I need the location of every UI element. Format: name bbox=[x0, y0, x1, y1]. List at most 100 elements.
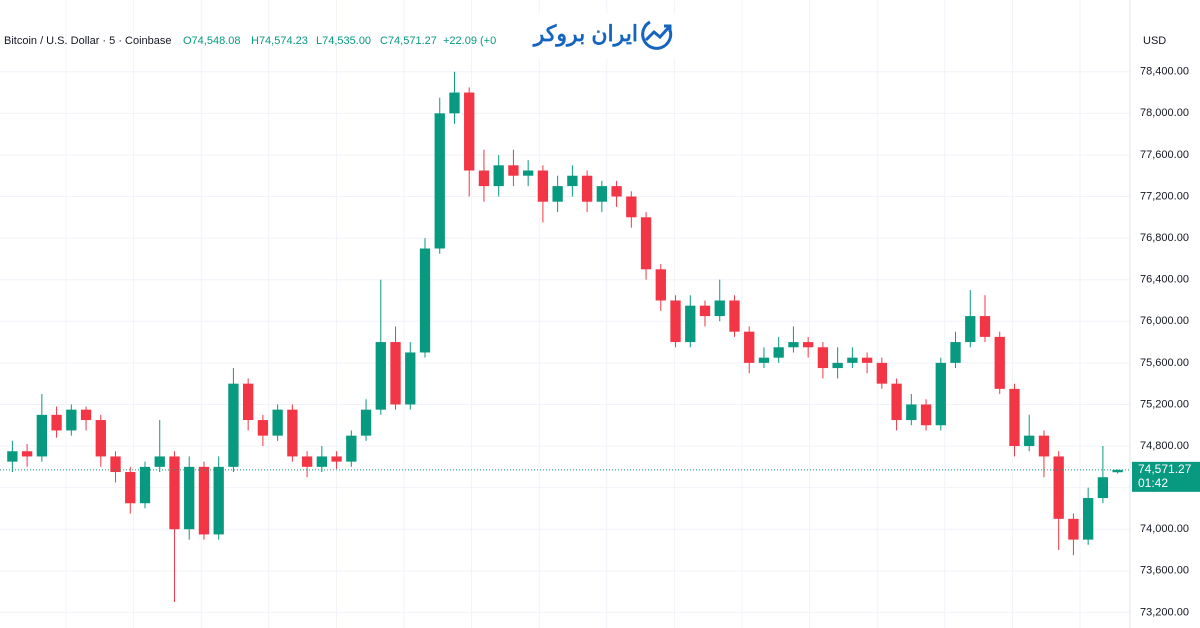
y-tick-label: 78,400.00 bbox=[1140, 66, 1189, 78]
candle-body bbox=[154, 456, 165, 467]
candle-body bbox=[979, 316, 991, 337]
candle-body bbox=[301, 456, 313, 467]
candle-body bbox=[1112, 469, 1123, 473]
candle-body bbox=[581, 175, 593, 202]
y-tick-label: 76,800.00 bbox=[1140, 232, 1189, 244]
candle-body bbox=[360, 409, 372, 436]
candle-body bbox=[169, 456, 180, 530]
candle-body bbox=[537, 170, 549, 202]
candle-body bbox=[80, 409, 92, 421]
candle-body bbox=[390, 342, 401, 405]
y-tick-label: 77,600.00 bbox=[1140, 149, 1189, 161]
candle-body bbox=[685, 305, 696, 343]
candle-body bbox=[287, 409, 298, 457]
candle-body bbox=[243, 383, 254, 421]
candle-body bbox=[758, 357, 770, 363]
candle-body bbox=[773, 347, 784, 358]
candle-body bbox=[66, 409, 77, 431]
candle-body bbox=[51, 414, 62, 431]
y-tick-label: 76,400.00 bbox=[1140, 274, 1189, 286]
symbol: Bitcoin / U.S. Dollar · 5 · Coinbase bbox=[4, 35, 172, 47]
candle-body bbox=[994, 336, 1005, 389]
candle-body bbox=[316, 456, 327, 467]
candle-body bbox=[213, 466, 224, 535]
candle-body bbox=[611, 186, 622, 197]
candle-body bbox=[1083, 498, 1094, 540]
candle-body bbox=[228, 383, 239, 467]
low-label: L74,535.00 bbox=[316, 35, 371, 47]
candle-body bbox=[139, 466, 151, 504]
candle-body bbox=[699, 305, 711, 317]
candle-body bbox=[832, 362, 843, 369]
candle-body bbox=[198, 466, 210, 535]
currency: USD bbox=[1143, 35, 1166, 47]
last-price-label: 74,571.27 bbox=[1138, 462, 1192, 476]
y-tick-label: 75,600.00 bbox=[1140, 357, 1189, 369]
candle-body bbox=[861, 357, 873, 363]
candle-body bbox=[847, 357, 858, 363]
candle-body bbox=[1053, 456, 1064, 519]
watermark: ایران بروکر bbox=[532, 21, 638, 47]
candle-body bbox=[655, 269, 666, 301]
high-label: H74,574.23 bbox=[251, 35, 308, 47]
candle-body bbox=[184, 466, 195, 530]
y-tick-label: 77,200.00 bbox=[1140, 190, 1189, 202]
candle-body bbox=[788, 342, 799, 348]
candle-body bbox=[272, 409, 283, 436]
candle-body bbox=[965, 316, 976, 343]
candle-body bbox=[493, 165, 504, 187]
candle-body bbox=[405, 352, 416, 405]
candle-body bbox=[419, 248, 431, 353]
y-tick-label: 74,800.00 bbox=[1140, 440, 1189, 452]
candle-body bbox=[670, 300, 681, 343]
candle-body bbox=[714, 300, 725, 317]
y-tick-label: 73,200.00 bbox=[1140, 606, 1189, 618]
candle-body bbox=[729, 300, 740, 332]
candle-body bbox=[1068, 518, 1079, 540]
y-tick-label: 75,200.00 bbox=[1140, 398, 1189, 410]
last-price-box bbox=[1132, 461, 1200, 492]
candle-body bbox=[434, 113, 445, 249]
candle-body bbox=[464, 92, 475, 171]
countdown-label: 01:42 bbox=[1138, 476, 1168, 490]
candle-body bbox=[891, 383, 902, 421]
candle-body bbox=[523, 170, 534, 176]
candle-body bbox=[803, 342, 814, 348]
y-tick-label: 78,000.00 bbox=[1140, 107, 1189, 119]
candle-body bbox=[1097, 477, 1109, 499]
candle-body bbox=[449, 92, 460, 114]
candle-body bbox=[596, 186, 607, 202]
candle-body bbox=[95, 420, 106, 457]
candle-body bbox=[346, 435, 357, 462]
candle-body bbox=[478, 170, 490, 187]
candle-body bbox=[950, 342, 961, 363]
logo-icon bbox=[641, 20, 673, 50]
candle-body bbox=[257, 420, 269, 436]
candle-body bbox=[744, 331, 755, 363]
candle-body bbox=[640, 217, 652, 270]
candle-body bbox=[1024, 435, 1035, 447]
candle-body bbox=[552, 186, 563, 202]
candle-body bbox=[1038, 435, 1050, 457]
candle-body bbox=[920, 404, 932, 426]
candle-body bbox=[1009, 388, 1020, 447]
candle-body bbox=[36, 414, 47, 457]
candle-body bbox=[567, 175, 578, 187]
candle-body bbox=[331, 456, 342, 462]
candle-body bbox=[125, 472, 136, 504]
candle-body bbox=[21, 451, 33, 457]
candle-body bbox=[817, 347, 829, 369]
candle-body bbox=[626, 196, 637, 218]
y-tick-label: 73,600.00 bbox=[1140, 565, 1189, 577]
open-label: O74,548.08 bbox=[183, 35, 241, 47]
change-label: +22.09 (+0 bbox=[443, 35, 496, 47]
candle-body bbox=[906, 404, 917, 421]
candle-body bbox=[508, 165, 519, 176]
y-tick-label: 76,000.00 bbox=[1140, 315, 1189, 327]
candle-body bbox=[375, 342, 386, 410]
candle-body bbox=[876, 362, 887, 384]
y-tick-label: 74,000.00 bbox=[1140, 523, 1189, 535]
close-label: C74,571.27 bbox=[380, 35, 437, 47]
